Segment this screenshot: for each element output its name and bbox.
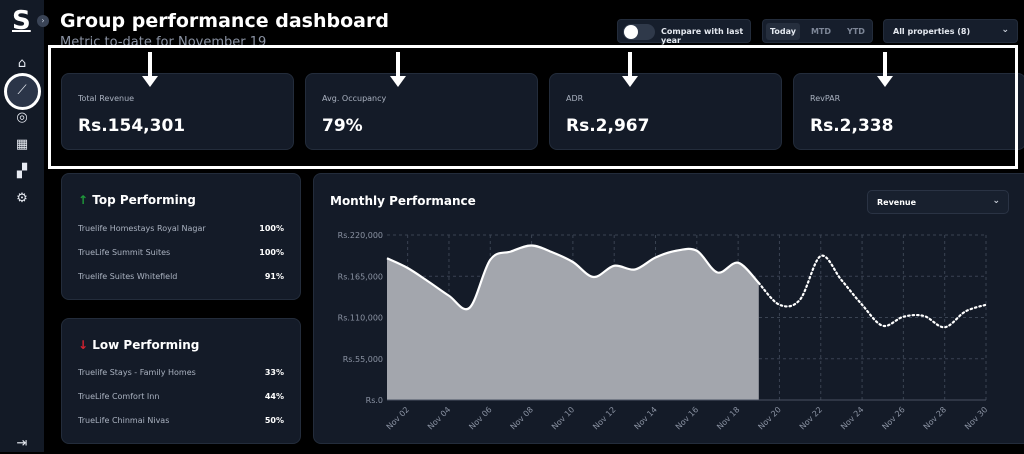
x-tick-label: Nov 22: [798, 405, 824, 431]
y-tick-label: Rs.220,000: [338, 231, 383, 240]
table-icon[interactable]: ▦: [15, 137, 29, 152]
x-tick-label: Nov 28: [922, 405, 948, 431]
kpi-label: Total Revenue: [78, 94, 135, 103]
property-name: TrueLife Summit Suites: [78, 248, 171, 257]
property-value: 100%: [259, 224, 284, 233]
annotation-arrow-icon: [390, 52, 406, 87]
sidebar: S › ⌂ ⟋ ◎ ▦ ▞ ⚙ ⇥: [0, 0, 49, 452]
compare-toggle[interactable]: Compare with last year: [617, 19, 751, 45]
y-tick-label: Rs.110,000: [338, 314, 383, 323]
list-item: Truelife Stays - Family Homes 33%: [78, 368, 284, 377]
x-tick-label: Nov 18: [715, 405, 741, 431]
property-value: 100%: [259, 248, 284, 257]
property-select[interactable]: All properties (8) ⌄: [883, 19, 1018, 43]
kpi-revpar: RevPAR Rs.2,338: [793, 73, 1024, 150]
dashboard-icon[interactable]: ▞: [17, 164, 27, 179]
app-logo: S: [12, 6, 31, 36]
y-tick-label: Rs.55,000: [343, 355, 383, 364]
y-tick-label: Rs.0: [366, 396, 383, 405]
x-tick-label: Nov 16: [674, 405, 700, 431]
x-tick-label: Nov 24: [839, 405, 865, 431]
tab-today[interactable]: Today: [766, 23, 800, 40]
chevron-down-icon: ⌄: [992, 196, 1000, 206]
revenue-chart: Rs.0 Rs.55,000 Rs.110,000 Rs.165,000 Rs.220,…: [338, 231, 990, 431]
kpi-total-revenue: Total Revenue Rs.154,301: [61, 73, 294, 150]
kpi-avg-occupancy: Avg. Occupancy 79%: [305, 73, 538, 150]
property-name: Truelife Suites Whitefield: [78, 272, 178, 281]
property-value: 91%: [264, 272, 284, 281]
y-tick-label: Rs.165,000: [338, 272, 383, 281]
annotation-arrow-icon: [142, 52, 158, 87]
property-value: 44%: [264, 392, 284, 401]
x-tick-label: Nov 04: [426, 405, 452, 431]
kpi-value: Rs.154,301: [78, 116, 186, 136]
toggle-knob: [624, 25, 638, 39]
settings-icon[interactable]: ⚙: [16, 191, 28, 206]
panel-title: Top Performing: [92, 193, 196, 207]
kpi-value: 79%: [322, 116, 363, 136]
metric-select[interactable]: Revenue ⌄: [867, 190, 1009, 214]
kpi-label: ADR: [566, 94, 584, 103]
x-tick-label: Nov 02: [385, 405, 411, 431]
tab-ytd[interactable]: YTD: [847, 27, 865, 36]
forecast-line: [757, 254, 988, 329]
search-analytics-icon[interactable]: ◎: [16, 110, 28, 125]
x-tick-label: Nov 12: [591, 405, 617, 431]
annotation-arrow-icon: [622, 52, 638, 87]
low-performing-panel: ↓ Low Performing Truelife Stays - Family…: [61, 318, 301, 444]
x-tick-label: Nov 06: [467, 405, 493, 431]
x-tick-label: Nov 14: [633, 405, 659, 431]
metric-select-value: Revenue: [877, 198, 917, 207]
list-item: TrueLife Chinmai Nivas 50%: [78, 416, 284, 425]
active-nav-highlight: [4, 73, 41, 110]
compare-label: Compare with last year: [661, 27, 744, 45]
chevron-down-icon: ⌄: [1001, 25, 1009, 35]
kpi-label: RevPAR: [810, 94, 841, 103]
kpi-value: Rs.2,967: [566, 116, 650, 136]
property-name: TrueLife Comfort Inn: [78, 392, 160, 401]
logout-icon[interactable]: ⇥: [16, 436, 28, 451]
property-select-value: All properties (8): [893, 27, 971, 36]
expand-sidebar-button[interactable]: ›: [37, 15, 49, 27]
actual-area: [387, 245, 759, 400]
list-item: Truelife Suites Whitefield 91%: [78, 272, 284, 281]
x-tick-label: Nov 08: [509, 405, 535, 431]
property-value: 33%: [264, 368, 284, 377]
arrow-up-icon: ↑: [78, 193, 89, 207]
x-tick-label: Nov 10: [550, 405, 576, 431]
x-tick-label: Nov 26: [880, 405, 906, 431]
page-title: Group performance dashboard: [60, 10, 389, 32]
actual-line: [386, 244, 760, 311]
top-performing-panel: ↑ Top Performing Truelife Homestays Roya…: [61, 173, 301, 300]
annotation-arrow-icon: [877, 52, 893, 87]
kpi-adr: ADR Rs.2,967: [549, 73, 782, 150]
list-item: TrueLife Summit Suites 100%: [78, 248, 284, 257]
panel-title: Low Performing: [92, 338, 200, 352]
trend-icon[interactable]: ⟋: [17, 83, 27, 98]
list-item: TrueLife Comfort Inn 44%: [78, 392, 284, 401]
period-selector: Today MTD YTD: [762, 19, 873, 43]
home-icon[interactable]: ⌂: [17, 56, 27, 71]
x-tick-label: Nov 30: [963, 405, 989, 431]
kpi-value: Rs.2,338: [810, 116, 894, 136]
list-item: Truelife Homestays Royal Nagar 100%: [78, 224, 284, 233]
property-name: TrueLife Chinmai Nivas: [78, 416, 170, 425]
annotation-box: [48, 45, 1018, 169]
arrow-down-icon: ↓: [78, 338, 89, 352]
property-name: Truelife Homestays Royal Nagar: [78, 224, 206, 233]
property-value: 50%: [264, 416, 284, 425]
kpi-label: Avg. Occupancy: [322, 94, 387, 103]
x-tick-label: Nov 20: [756, 405, 782, 431]
tab-mtd[interactable]: MTD: [810, 27, 832, 36]
property-name: Truelife Stays - Family Homes: [78, 368, 196, 377]
chart-title: Monthly Performance: [330, 194, 476, 208]
